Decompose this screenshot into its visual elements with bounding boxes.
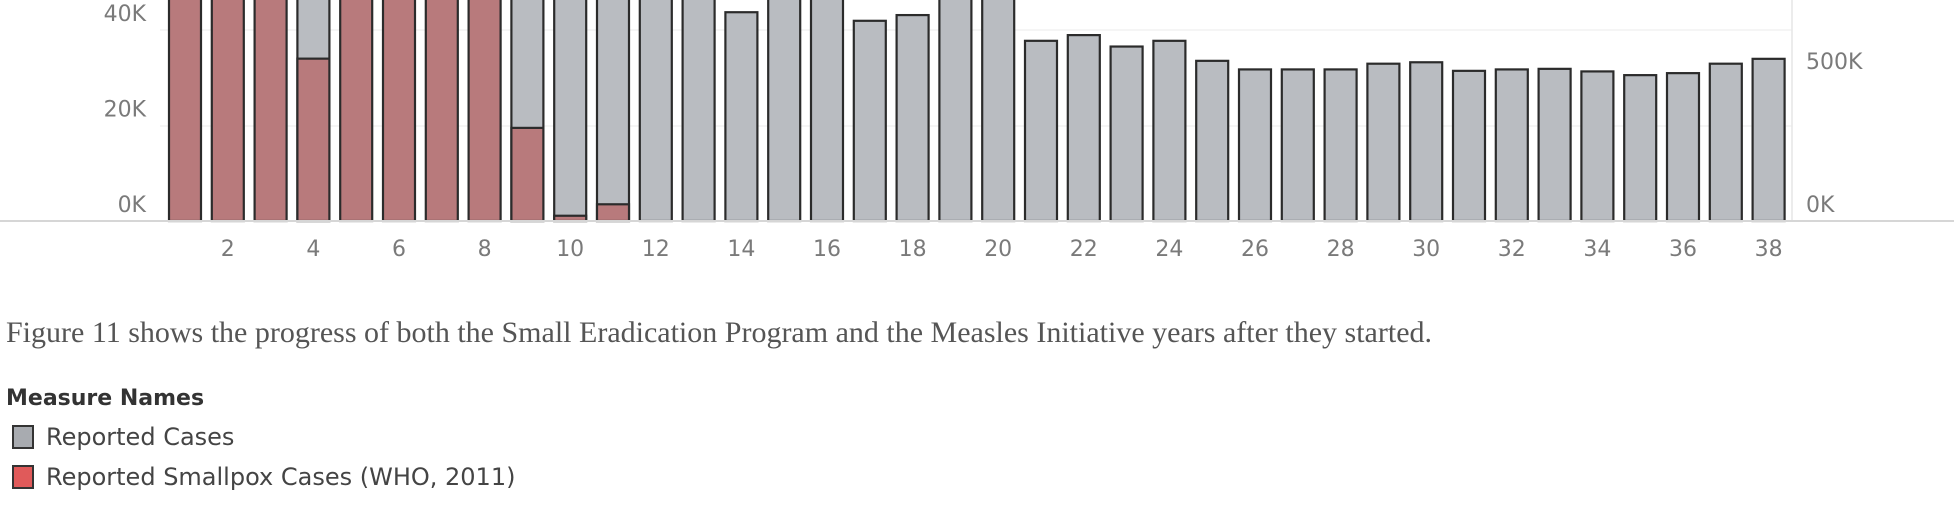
bar-reported-cases xyxy=(1580,70,1615,223)
right-axis-tick: 0K xyxy=(1806,193,1835,218)
x-axis-tick: 36 xyxy=(1669,237,1697,262)
bar-smallpox-cases xyxy=(167,0,203,223)
figure-caption: Figure 11 shows the progress of both the… xyxy=(6,316,1433,349)
left-axis-tick: 40K xyxy=(104,2,147,27)
x-axis-tick: 2 xyxy=(221,237,235,262)
x-axis-tick: 10 xyxy=(556,237,584,262)
x-axis-tick: 38 xyxy=(1755,237,1783,262)
bar-reported-cases xyxy=(1537,67,1572,223)
x-axis-tick: 34 xyxy=(1583,237,1611,262)
x-axis-tick: 14 xyxy=(727,237,755,262)
x-axis-tick: 6 xyxy=(392,237,406,262)
legend: Measure Names Reported Cases Reported Sm… xyxy=(6,386,515,497)
bar-reported-cases xyxy=(852,19,887,223)
bar-reported-cases xyxy=(1023,39,1059,223)
x-axis-tick: 30 xyxy=(1412,237,1440,262)
bar-smallpox-cases xyxy=(467,0,502,223)
bar-reported-cases xyxy=(1152,39,1187,223)
bar-smallpox-cases xyxy=(424,0,459,223)
legend-label: Reported Smallpox Cases (WHO, 2011) xyxy=(46,463,516,491)
bar-reported-cases xyxy=(1323,68,1358,223)
bar-reported-cases xyxy=(1109,45,1144,223)
legend-item-reported-cases: Reported Cases xyxy=(6,417,515,457)
left-axis-tick: 20K xyxy=(104,98,147,123)
bar-reported-cases xyxy=(1665,72,1701,223)
bar-smallpox-cases xyxy=(253,0,288,223)
x-axis-tick: 4 xyxy=(306,237,320,262)
legend-swatch-red xyxy=(12,465,34,489)
bar-smallpox-cases xyxy=(510,126,545,223)
bar-reported-cases xyxy=(767,0,802,223)
bar-reported-cases xyxy=(1451,69,1487,223)
bar-reported-cases xyxy=(724,11,759,223)
bar-reported-cases xyxy=(1409,61,1444,223)
x-axis-tick: 24 xyxy=(1155,237,1183,262)
x-axis-tick: 26 xyxy=(1241,237,1269,262)
bar-reported-cases xyxy=(1237,68,1273,223)
legend-swatch-gray xyxy=(12,425,34,449)
bar-reported-cases xyxy=(1280,68,1315,223)
bar-smallpox-cases xyxy=(296,57,331,223)
x-axis-tick: 12 xyxy=(642,237,670,262)
bar-reported-cases xyxy=(638,0,673,223)
bar-smallpox-cases xyxy=(339,0,374,223)
bar-reported-cases xyxy=(553,0,588,223)
bar-reported-cases xyxy=(681,0,716,223)
x-axis-tick: 16 xyxy=(813,237,841,262)
bar-reported-cases xyxy=(981,0,1016,223)
bar-reported-cases xyxy=(1751,57,1786,223)
bar-reported-cases xyxy=(595,0,631,223)
bar-reported-cases xyxy=(1623,74,1658,223)
bar-smallpox-cases xyxy=(595,203,631,223)
bar-smallpox-cases xyxy=(381,0,417,223)
x-axis-tick: 20 xyxy=(984,237,1012,262)
x-axis-tick: 18 xyxy=(899,237,927,262)
bar-reported-cases xyxy=(938,0,973,223)
x-axis-tick: 32 xyxy=(1498,237,1526,262)
bar-reported-cases xyxy=(1195,59,1230,223)
legend-item-smallpox-cases: Reported Smallpox Cases (WHO, 2011) xyxy=(6,457,515,497)
bar-reported-cases xyxy=(809,0,845,223)
legend-title: Measure Names xyxy=(6,386,205,411)
x-axis-tick: 8 xyxy=(478,237,492,262)
bar-reported-cases xyxy=(1708,62,1743,223)
legend-label: Reported Cases xyxy=(46,423,235,451)
x-axis-tick: 22 xyxy=(1070,237,1098,262)
bar-reported-cases xyxy=(895,13,930,223)
bar-reported-cases xyxy=(1366,62,1401,223)
x-axis-tick: 28 xyxy=(1327,237,1355,262)
bar-reported-cases xyxy=(1066,33,1101,223)
right-axis-tick: 500K xyxy=(1806,50,1863,75)
left-axis-tick: 0K xyxy=(118,193,147,218)
bar-smallpox-cases xyxy=(210,0,245,223)
bar-reported-cases xyxy=(1494,68,1529,223)
